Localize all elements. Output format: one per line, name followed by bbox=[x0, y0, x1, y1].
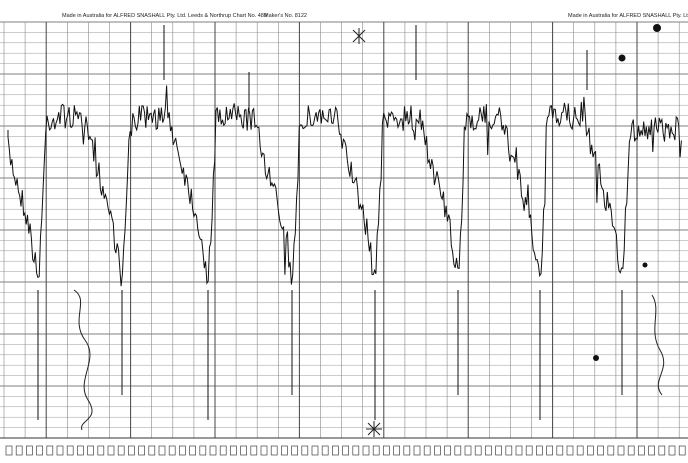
perforation bbox=[413, 445, 421, 456]
header-right: Made in Australia for ALFRED SNASHALL Pt… bbox=[568, 13, 688, 19]
perforation bbox=[423, 445, 431, 456]
perforation bbox=[179, 445, 186, 456]
perforation bbox=[627, 445, 635, 456]
handwritten-squiggle bbox=[73, 289, 93, 431]
perforation bbox=[117, 445, 125, 456]
perforation bbox=[393, 445, 400, 456]
perforation bbox=[362, 445, 370, 456]
perforation bbox=[270, 445, 278, 456]
perforation bbox=[250, 445, 258, 456]
pen-trace bbox=[7, 25, 682, 420]
perforation bbox=[372, 445, 380, 456]
ink-blot bbox=[653, 24, 661, 32]
ink-blot bbox=[642, 262, 648, 268]
perforation bbox=[342, 445, 349, 456]
perforation bbox=[199, 445, 207, 456]
perforation bbox=[515, 445, 523, 456]
perforation bbox=[474, 445, 482, 456]
perforation bbox=[332, 445, 339, 456]
perforation bbox=[648, 445, 655, 456]
perforation bbox=[26, 445, 33, 456]
perforation bbox=[5, 445, 13, 456]
perforation bbox=[536, 445, 543, 456]
perforation bbox=[495, 445, 502, 456]
perforation bbox=[77, 445, 84, 456]
perforations bbox=[5, 445, 686, 456]
perforation bbox=[107, 445, 115, 456]
perforation bbox=[291, 445, 298, 456]
perforation bbox=[617, 445, 625, 456]
perforation bbox=[66, 445, 74, 456]
perforation bbox=[301, 445, 309, 456]
perforation bbox=[87, 445, 94, 456]
perforation bbox=[209, 445, 217, 456]
ink-blot bbox=[593, 355, 599, 361]
perforation bbox=[383, 445, 390, 456]
perforation bbox=[658, 445, 666, 456]
perforation bbox=[444, 445, 451, 456]
perforation bbox=[505, 445, 513, 456]
perforation bbox=[525, 445, 533, 456]
perforation bbox=[56, 445, 64, 456]
perforation bbox=[403, 445, 411, 456]
perforation bbox=[464, 445, 472, 456]
perforation bbox=[678, 445, 686, 456]
perforation bbox=[607, 445, 615, 456]
perforation bbox=[97, 445, 105, 456]
perforation bbox=[230, 445, 237, 456]
ink-blot bbox=[618, 54, 626, 62]
header-center-left: Leeds & Northrup Chart No. 489 bbox=[188, 13, 267, 19]
perforation bbox=[311, 445, 319, 456]
star-mark bbox=[366, 421, 382, 437]
perforation bbox=[128, 445, 135, 456]
perforation bbox=[240, 445, 247, 456]
perforation bbox=[168, 445, 176, 456]
star-mark bbox=[352, 28, 366, 44]
perforation bbox=[189, 445, 196, 456]
perforation bbox=[352, 445, 360, 456]
perforation bbox=[15, 445, 23, 456]
perforation bbox=[281, 445, 288, 456]
perforation bbox=[260, 445, 268, 456]
perforation bbox=[587, 445, 594, 456]
perforation bbox=[576, 445, 584, 456]
perforation bbox=[321, 445, 329, 456]
grid bbox=[0, 21, 688, 439]
handwritten-squiggle bbox=[651, 294, 665, 396]
perforation bbox=[454, 445, 462, 456]
perforation bbox=[138, 445, 145, 456]
perforation bbox=[36, 445, 43, 456]
perforation bbox=[219, 445, 227, 456]
header-left: Made in Australia for ALFRED SNASHALL Pt… bbox=[62, 13, 187, 19]
perforation bbox=[546, 445, 553, 456]
perforation bbox=[638, 445, 645, 456]
perforation bbox=[434, 445, 441, 456]
perforation bbox=[46, 445, 54, 456]
perforation bbox=[668, 445, 676, 456]
perforation bbox=[556, 445, 564, 456]
perforation bbox=[597, 445, 604, 456]
header-center-right: Maker's No. 8122 bbox=[264, 13, 307, 19]
perforation bbox=[485, 445, 492, 456]
perforation bbox=[566, 445, 574, 456]
perforation bbox=[148, 445, 156, 456]
perforation bbox=[158, 445, 166, 456]
